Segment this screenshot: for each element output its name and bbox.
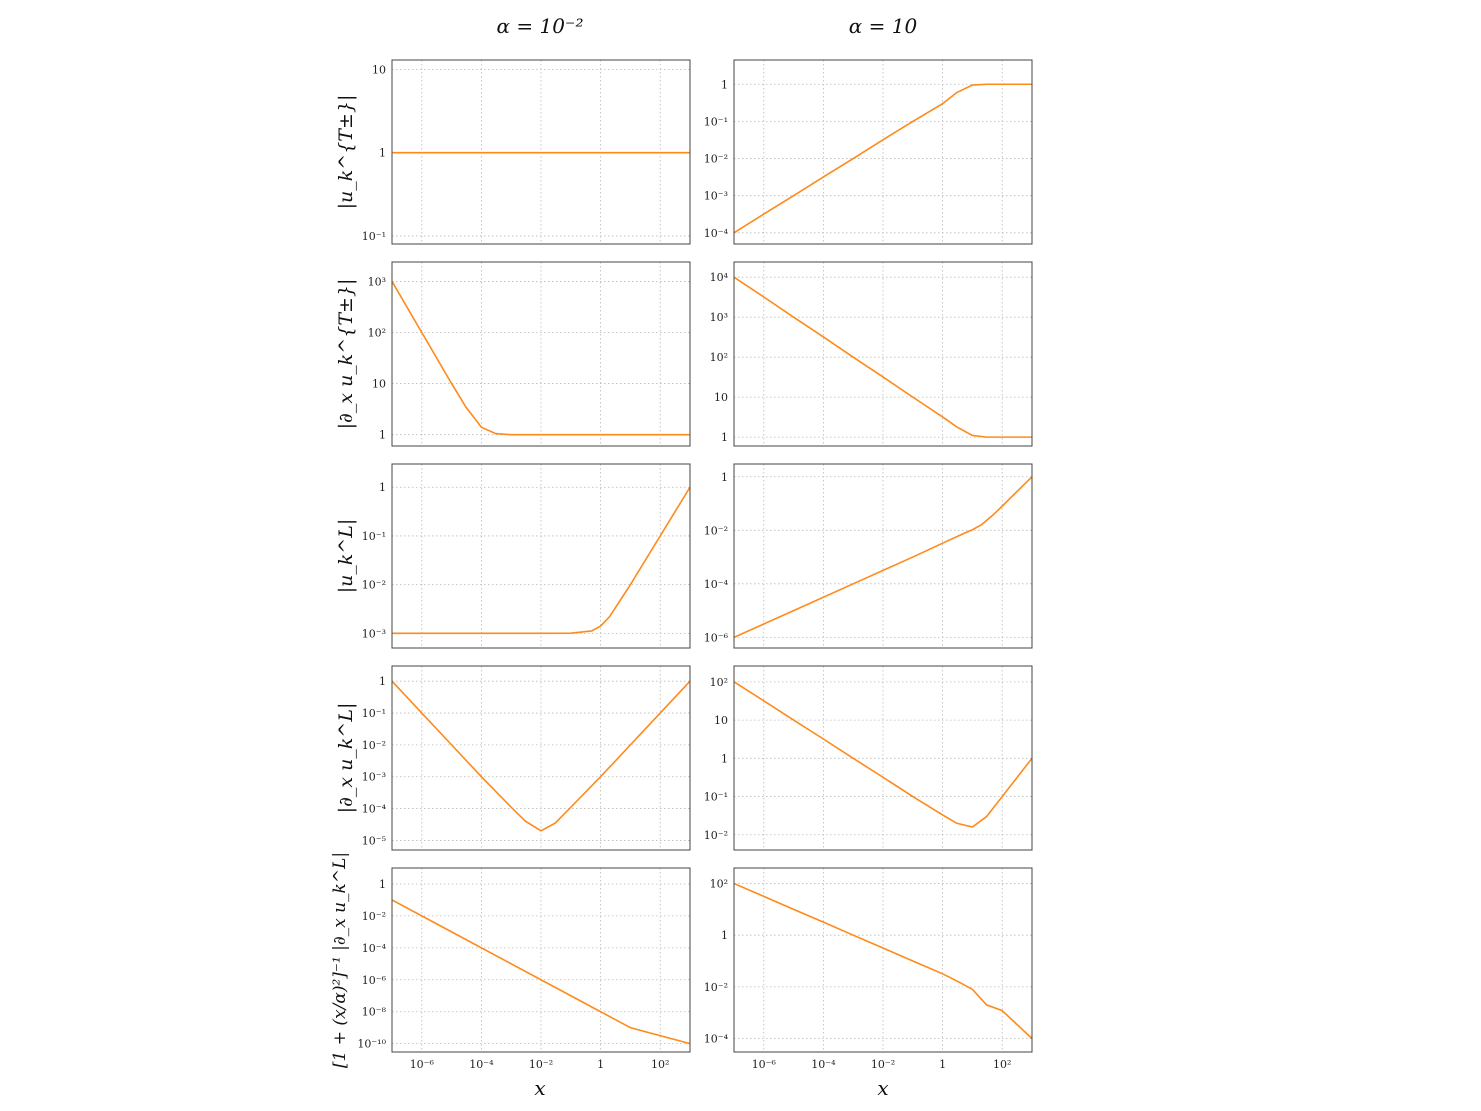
axes-frame [391, 867, 691, 1053]
y-tick-label: 1 [721, 929, 728, 942]
x-tick-label: 10⁻⁶ [752, 1058, 777, 1071]
column-title-left: α = 10⁻² [496, 14, 583, 38]
y-tick-label: 10⁻² [362, 579, 386, 592]
x-tick-label: 10⁻⁴ [811, 1058, 836, 1071]
axes-frame [733, 665, 1033, 851]
y-tick-label: 1 [721, 752, 728, 765]
row-label-2: |∂_x u_k^{T±}| [335, 279, 357, 430]
panel-1-right: 10⁻⁴ 10⁻³ 10⁻² 10⁻¹ 1 [704, 59, 1033, 245]
y-tick-label: 10⁻³ [362, 771, 386, 784]
y-tick-label: 10⁻⁴ [704, 1032, 729, 1045]
x-tick-label: 1 [597, 1058, 604, 1071]
y-tick-label: 10³ [368, 275, 386, 288]
y-tick-label: 10⁻⁴ [362, 942, 387, 955]
y-tick-label: 10⁻¹ [362, 230, 386, 243]
axes-frame [733, 867, 1033, 1053]
y-tick-label: 10 [714, 714, 728, 727]
x-tick-label: 1 [939, 1058, 946, 1071]
y-tick-label: 10⁻² [704, 524, 728, 537]
y-tick-label: 10⁻⁶ [704, 631, 729, 644]
x-tick-label: 10² [651, 1058, 669, 1071]
x-axis-label-right: x [877, 1076, 888, 1100]
axes-frame [391, 261, 691, 447]
y-tick-label: 1 [379, 878, 386, 891]
x-tick-label: 10⁻² [871, 1058, 895, 1071]
y-tick-label: 1 [379, 429, 386, 442]
row-label-3: |u_k^L| [335, 519, 357, 594]
panel-5-right: 10⁻⁴ 10⁻² 1 10² 10⁻⁶ 10⁻⁴ 10⁻² 1 10² [704, 867, 1033, 1071]
x-tick-label: 10⁻⁴ [469, 1058, 494, 1071]
y-tick-label: 1 [721, 471, 728, 484]
y-tick-label: 10⁻¹ [362, 707, 386, 720]
x-tick-label: 10⁻⁶ [410, 1058, 435, 1071]
series-line [733, 882, 1033, 1040]
series-line [391, 899, 691, 1045]
y-tick-label: 1 [721, 78, 728, 91]
panel-2-left: 1 10 10² 10³ [368, 261, 691, 447]
y-tick-label: 10⁻¹ [704, 791, 728, 804]
y-tick-label: 10 [372, 378, 386, 391]
x-axis-label-left: x [534, 1076, 545, 1100]
series-line [391, 680, 691, 832]
y-tick-label: 10⁻² [362, 910, 386, 923]
series-line [733, 276, 1032, 438]
y-tick-label: 10⁻⁶ [362, 974, 387, 987]
y-tick-label: 10⁻³ [704, 190, 728, 203]
axes-frame [733, 463, 1033, 649]
y-tick-label: 10⁻⁴ [704, 578, 729, 591]
y-tick-label: 10⁻² [704, 981, 728, 994]
series-line [733, 681, 1033, 828]
panel-3-right: 10⁻⁶ 10⁻⁴ 10⁻² 1 [704, 463, 1033, 649]
y-tick-label: 10⁻¹ [704, 115, 728, 128]
axes-frame [733, 59, 1033, 245]
y-tick-label: 1 [379, 147, 386, 160]
y-tick-label: 10⁻² [704, 829, 728, 842]
panel-1-left: 10⁻¹ 1 10 [362, 59, 691, 245]
y-tick-label: 10² [710, 878, 728, 891]
panel-4-left: 10⁻⁵ 10⁻⁴ 10⁻³ 10⁻² 10⁻¹ 1 [362, 665, 691, 851]
y-tick-label: 10 [714, 391, 728, 404]
row-label-4: |∂_x u_k^L| [335, 703, 357, 814]
y-tick-label: 10³ [710, 311, 728, 324]
y-tick-label: 10⁻⁴ [704, 227, 729, 240]
panel-3-left: 10⁻³ 10⁻² 10⁻¹ 1 [362, 463, 691, 649]
axes-frame [391, 59, 691, 245]
axes-frame [391, 463, 691, 649]
axes-frame [733, 261, 1033, 447]
panel-2-right: 1 10 10² 10³ 10⁴ [710, 261, 1033, 447]
x-tick-label: 10⁻² [529, 1058, 553, 1071]
axes-frame [391, 665, 691, 851]
y-tick-label: 10⁻⁵ [362, 834, 386, 847]
column-title-right: α = 10 [849, 14, 918, 38]
y-tick-label: 10⁻¹⁰ [357, 1038, 386, 1051]
y-tick-label: 1 [721, 431, 728, 444]
series-line [391, 281, 690, 436]
y-tick-label: 10⁻³ [362, 627, 386, 640]
panel-5-left: 10⁻¹⁰ 10⁻⁸ 10⁻⁶ 10⁻⁴ 10⁻² 1 10⁻⁶ 10⁻⁴ 10⁻² 1 10² [357, 867, 691, 1071]
y-tick-label: 10⁻² [704, 153, 728, 166]
y-tick-label: 10⁴ [710, 271, 729, 284]
row-label-5: [1 + (x/α)²]⁻¹ |∂_x u_k^L| [330, 852, 350, 1068]
y-tick-label: 10⁻¹ [362, 530, 386, 543]
y-tick-label: 10⁻² [362, 739, 386, 752]
y-tick-label: 1 [379, 481, 386, 494]
y-tick-label: 10 [372, 63, 386, 76]
series-line [733, 476, 1033, 639]
series-line [733, 83, 1032, 234]
x-tick-label: 10² [993, 1058, 1011, 1071]
y-tick-label: 10⁻⁴ [362, 803, 387, 816]
y-tick-label: 1 [379, 675, 386, 688]
series-line [392, 486, 691, 635]
y-tick-label: 10² [710, 351, 728, 364]
y-tick-label: 10⁻⁸ [362, 1006, 387, 1019]
row-label-1: |u_k^{T±}| [335, 95, 357, 210]
y-tick-label: 10² [710, 676, 728, 689]
y-tick-label: 10² [368, 327, 386, 340]
panel-4-right: 10⁻² 10⁻¹ 1 10 10² [704, 665, 1033, 851]
